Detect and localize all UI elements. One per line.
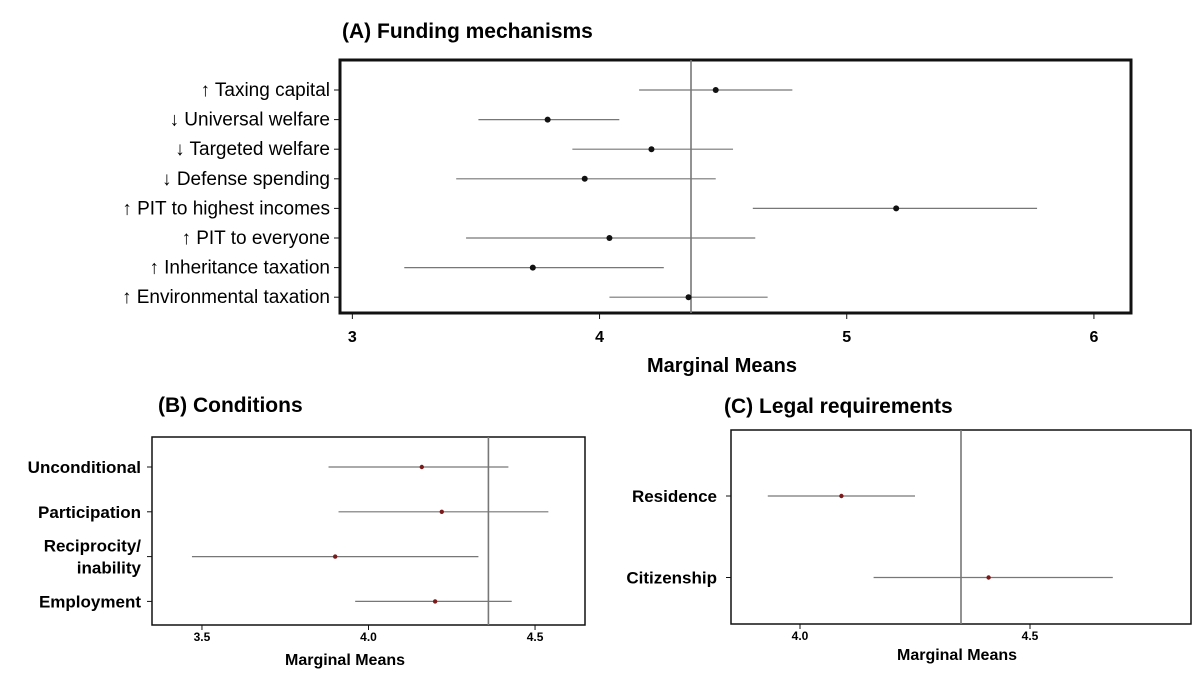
y-tick-label: ↓ Defense spending — [162, 169, 330, 190]
chart-title: (C) Legal requirements — [724, 395, 953, 418]
y-tick-label: Participation — [38, 503, 141, 522]
chart-title: (A) Funding mechanisms — [342, 20, 593, 43]
y-tick-label: Citizenship — [626, 569, 717, 588]
y-tick-label: Unconditional — [28, 458, 141, 477]
data-point — [529, 264, 536, 271]
panel-a: (A) Funding mechanisms ↑ Taxing capital ↓ … — [122, 20, 1133, 377]
y-tick-label: ↑ Taxing capital — [200, 80, 330, 101]
data-point — [839, 493, 844, 499]
data-point — [685, 294, 692, 301]
x-tick-label: 4.5 — [1022, 629, 1039, 643]
x-tick-label: 6 — [1089, 329, 1098, 346]
data-point — [893, 205, 900, 212]
y-tick-label: ↓ Universal welfare — [170, 110, 331, 131]
x-tick-label: 3.5 — [194, 630, 211, 644]
x-axis-label: Marginal Means — [897, 647, 1017, 664]
chart-title: (B) Conditions — [158, 394, 303, 417]
data-point — [581, 175, 588, 182]
x-tick-label: 4.5 — [527, 630, 544, 644]
y-tick-label: ↑ Environmental taxation — [122, 287, 330, 308]
panel-c: (C) Legal requirements Residence Citizensh… — [626, 395, 1192, 664]
y-tick-label: Employment — [39, 592, 141, 611]
x-tick-label: 4.0 — [360, 630, 377, 644]
data-point — [332, 554, 338, 559]
data-point — [419, 464, 424, 470]
data-point — [986, 575, 991, 580]
x-axis-label: Marginal Means — [285, 652, 405, 669]
data-point — [439, 509, 444, 514]
x-axis-label: Marginal Means — [647, 355, 797, 377]
x-tick-label: 3 — [348, 329, 357, 346]
y-tick-label: ↑ Inheritance taxation — [149, 258, 330, 279]
plot-frame — [338, 58, 1133, 315]
data-point — [544, 116, 551, 123]
data-point — [432, 599, 438, 604]
x-tick-label: 4 — [595, 329, 604, 346]
y-tick-label: ↓ Targeted welfare — [175, 139, 330, 160]
data-point — [606, 235, 613, 241]
y-tick-label: ↑ PIT to highest incomes — [122, 198, 330, 219]
x-tick-label: 4.0 — [792, 629, 809, 643]
data-point — [712, 87, 719, 93]
panel-b: (B) Conditions Unconditional Participation… — [28, 394, 586, 669]
y-tick-label: ↑ PIT to everyone — [181, 228, 330, 249]
plot-frame — [151, 436, 586, 626]
x-tick-label: 5 — [842, 329, 851, 346]
data-point — [648, 146, 655, 153]
y-tick-label: Residence — [632, 487, 717, 506]
y-tick-label: Reciprocity/inability — [44, 537, 142, 578]
